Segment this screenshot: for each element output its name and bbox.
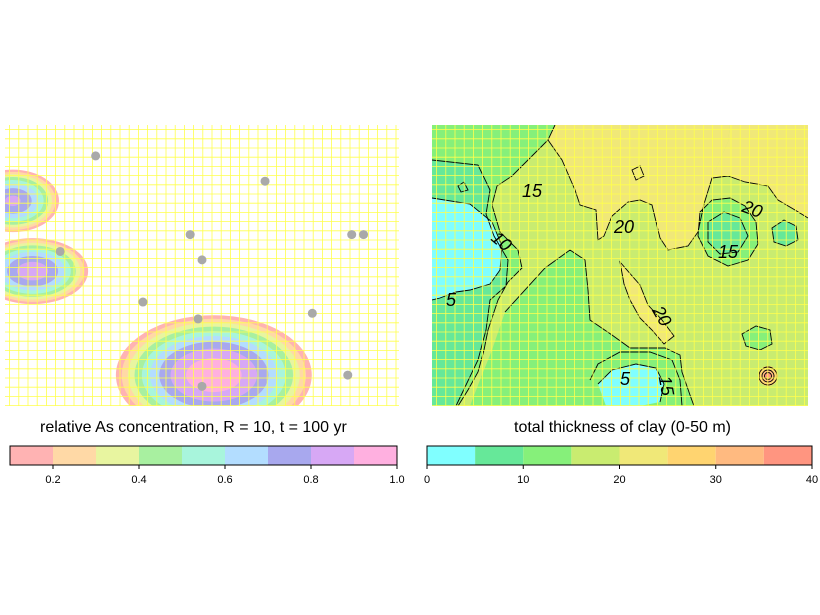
clay-zone-small-east [772, 220, 798, 246]
contour-label: 20 [613, 217, 634, 237]
clay-zone-5-10-east [708, 212, 748, 254]
colorbar-swatch [763, 446, 812, 465]
colorbar-tick-label: 1.0 [389, 474, 404, 486]
colorbar-swatch [715, 446, 764, 465]
contour-line-small-southeast [741, 325, 773, 351]
well-point [55, 246, 65, 256]
colorbar-swatch [354, 446, 397, 465]
colorbar-swatch [268, 446, 311, 465]
colorbar-tick-label: 40 [806, 474, 818, 486]
plume-ring [5, 195, 21, 207]
clay-thickness-panel: 15 10 5 20 20 20 15 5 15 total thickness… [424, 125, 818, 486]
concentration-colorbar: 0.2 0.4 0.6 0.8 1.0 [9, 445, 405, 486]
colorbar-swatch [523, 446, 572, 465]
colorbar-swatch [667, 446, 716, 465]
colorbar-tick-label: 30 [710, 474, 722, 486]
colorbar-tick-label: 0.2 [45, 474, 60, 486]
plume [115, 315, 312, 406]
colorbar-swatch [475, 446, 524, 465]
contour-line-15-west [457, 125, 556, 406]
contour-label: 15 [655, 374, 678, 398]
colorbar-tick-label: 0.6 [217, 474, 232, 486]
colorbar-swatch [10, 446, 53, 465]
well-point [138, 297, 148, 307]
colorbar-swatch [427, 446, 476, 465]
clay-thickness-colorbar: 0 10 20 30 40 [424, 445, 818, 486]
contour-line-20-top [547, 139, 808, 251]
contour-line-small-northwest [457, 181, 469, 193]
colorbar-tick-label: 0 [424, 474, 430, 486]
plume [5, 169, 60, 233]
colorbar-swatch [619, 446, 668, 465]
colorbar-swatch [139, 446, 182, 465]
well-point [307, 308, 317, 318]
left-grid-lines [5, 125, 399, 406]
well-point [185, 230, 195, 240]
contour-line-15-center [504, 249, 695, 406]
well-point [193, 314, 203, 324]
contour-line-10-south [589, 351, 683, 406]
plume-ring [16, 261, 49, 281]
contour-label: 5 [620, 369, 631, 389]
colorbar-tick-label: 0.4 [131, 474, 146, 486]
colorbar-swatch [96, 446, 139, 465]
contour-label: 15 [522, 181, 543, 201]
colorbar-tick-label: 10 [517, 474, 529, 486]
well-point [260, 176, 270, 186]
contour-line-10-west [432, 159, 509, 406]
colorbar-tick-label: 20 [613, 474, 625, 486]
well-point [347, 230, 357, 240]
as-concentration-panel: relative As concentration, R = 10, t = 1… [5, 125, 405, 486]
colorbar-swatch [571, 446, 620, 465]
well-point [197, 255, 207, 265]
well-point [343, 370, 353, 380]
left-panel-title: relative As concentration, R = 10, t = 1… [40, 419, 348, 436]
right-panel-title: total thickness of clay (0-50 m) [514, 419, 731, 436]
colorbar-frame [9, 445, 398, 466]
clay-zone-0-5-south [598, 364, 664, 406]
well-point [359, 230, 369, 240]
colorbar-swatch [53, 446, 96, 465]
contour-line-20-tongue [619, 260, 675, 345]
well-point [91, 151, 101, 161]
well-points [55, 151, 369, 391]
colorbar-tick-label: 0.8 [303, 474, 318, 486]
clay-thickness-map [432, 125, 808, 406]
colorbar-swatch [182, 446, 225, 465]
colorbar-swatch [225, 446, 268, 465]
colorbar-swatch [311, 446, 354, 465]
well-point [197, 381, 207, 391]
contour-label: 5 [446, 290, 457, 310]
contour-line-10-east [707, 211, 749, 255]
right-grid-lines [432, 125, 808, 406]
contour-label: 15 [718, 242, 739, 262]
